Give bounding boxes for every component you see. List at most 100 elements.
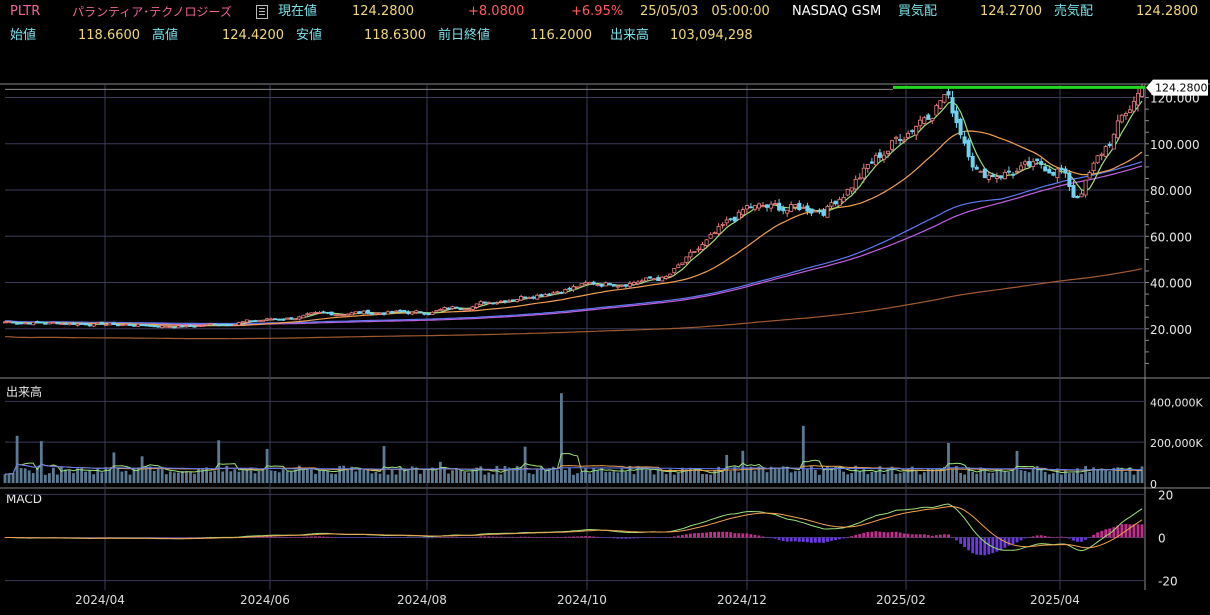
candle-body <box>71 322 76 325</box>
candle-body <box>692 250 697 253</box>
volume-bar <box>310 469 313 483</box>
macd-bar <box>1104 529 1108 538</box>
volume-bar <box>1060 474 1063 483</box>
candle-body <box>127 324 132 326</box>
volume-bar <box>60 466 63 483</box>
candle <box>381 312 386 316</box>
candle-body <box>918 119 923 127</box>
volume-bar <box>193 473 196 483</box>
macd-bar <box>765 537 769 538</box>
candle <box>506 299 511 303</box>
macd-bar <box>725 531 729 538</box>
candle-body <box>599 284 604 287</box>
candle-body <box>615 285 620 288</box>
candle-body <box>627 282 632 287</box>
prev-close-label: 前日終値 <box>438 28 491 43</box>
candle-body <box>837 198 842 207</box>
candle <box>527 296 532 300</box>
macd-bar <box>935 535 938 538</box>
candle-body <box>39 321 44 324</box>
candle <box>938 99 943 110</box>
volume-bar <box>1128 467 1132 483</box>
candle <box>79 322 84 325</box>
candle <box>51 321 56 324</box>
volume-bar <box>1100 469 1104 483</box>
macd-bar <box>1047 536 1051 538</box>
candle-body <box>1127 109 1132 114</box>
candle-body <box>748 206 753 209</box>
volume-bar <box>914 470 918 483</box>
candle <box>805 202 810 215</box>
volume-bar <box>640 467 644 483</box>
volume-bar <box>177 472 180 483</box>
macd-bar <box>987 537 991 555</box>
macd-bar <box>354 537 358 538</box>
candle <box>450 305 455 310</box>
candle <box>607 282 612 286</box>
volume-bar <box>338 466 341 483</box>
candle-body <box>716 226 721 235</box>
volume-bar <box>354 471 358 483</box>
bid-label: 買気配 <box>898 4 938 19</box>
last-price-value: 124.2800 <box>352 4 415 19</box>
candle-body <box>373 312 378 315</box>
macd-bar <box>487 536 491 538</box>
macd-bar <box>535 537 539 538</box>
document-icon[interactable] <box>256 5 268 19</box>
macd-bar <box>1100 530 1104 538</box>
volume-bar <box>943 466 946 483</box>
candle-body <box>196 325 201 328</box>
macd-bar <box>495 536 499 538</box>
candle <box>1095 155 1100 164</box>
volume-bar <box>636 466 640 483</box>
candle <box>232 323 237 326</box>
volume-bar <box>326 470 329 483</box>
macd-bar <box>334 537 337 538</box>
macd-bar <box>499 536 503 538</box>
candle <box>1067 170 1072 191</box>
macd-bar <box>959 537 962 544</box>
candle-body <box>111 322 116 326</box>
macd-bar <box>576 536 579 538</box>
volume-bar <box>386 474 390 483</box>
volume-bar <box>886 467 890 483</box>
candle <box>341 314 346 317</box>
candle <box>611 284 616 287</box>
macd-bar <box>757 535 761 538</box>
volume-bar <box>1051 473 1055 483</box>
candle <box>777 198 782 212</box>
volume-bar <box>120 471 124 483</box>
candle-body <box>390 311 395 313</box>
candle <box>849 187 854 195</box>
candle-body <box>369 312 374 315</box>
macd-bar <box>152 537 156 538</box>
volume-bar <box>350 466 354 483</box>
candle-body <box>212 323 217 326</box>
volume-bar <box>721 469 725 483</box>
volume-bar <box>1068 473 1071 483</box>
candle-body <box>381 312 386 315</box>
volume-bar <box>874 471 878 483</box>
candle <box>575 286 580 289</box>
candle-body <box>853 178 858 190</box>
macd-bar <box>701 532 704 538</box>
price-tick-label: 60.000 <box>1150 230 1192 244</box>
volume-bar <box>568 468 571 483</box>
candle <box>615 285 620 289</box>
candle-body <box>869 161 874 164</box>
candle-body <box>240 321 245 324</box>
volume-bar <box>697 470 700 483</box>
candle-body <box>385 311 390 315</box>
macd-bar <box>1080 537 1083 542</box>
macd-bar <box>664 537 668 538</box>
volume-bar <box>769 466 773 483</box>
volume-bar <box>955 466 958 483</box>
company-name: パランティア･テクノロジーズ <box>72 5 232 19</box>
candle-body <box>333 314 338 317</box>
candle-body <box>341 314 346 317</box>
candle <box>974 164 979 170</box>
candle-body <box>849 187 854 192</box>
candle <box>801 204 806 209</box>
volume-bar <box>140 456 144 483</box>
